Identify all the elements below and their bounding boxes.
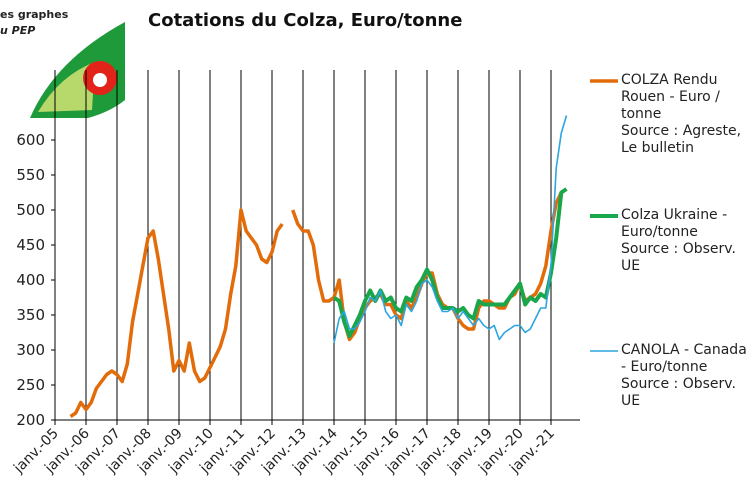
legend-label: COLZA Rendu Rouen - Euro / tonne Source … (621, 72, 742, 156)
y-tick-label: 400 (16, 271, 45, 289)
logo-shape (93, 73, 107, 87)
logo-text: es graphes (0, 8, 69, 21)
y-tick-label: 200 (16, 411, 45, 429)
logo-shape (38, 62, 95, 112)
y-tick-label: 250 (16, 376, 45, 394)
y-tick-label: 550 (16, 166, 45, 184)
y-tick-label: 350 (16, 306, 45, 324)
logo: es graphes u PEP (0, 8, 125, 118)
chart-title: Cotations du Colza, Euro/tonne (148, 10, 462, 31)
y-tick-label: 450 (16, 236, 45, 254)
series-line (333, 115, 568, 344)
y-tick-label: 300 (16, 341, 45, 359)
logo-text: u PEP (0, 24, 35, 37)
legend-label: CANOLA - Canada - Euro/tonne Source : Ob… (621, 342, 747, 409)
y-tick-label: 500 (16, 201, 45, 219)
y-tick-label: 600 (16, 131, 45, 149)
legend-label: Colza Ukraine - Euro/tonne Source : Obse… (621, 207, 736, 274)
series-line (332, 187, 568, 338)
